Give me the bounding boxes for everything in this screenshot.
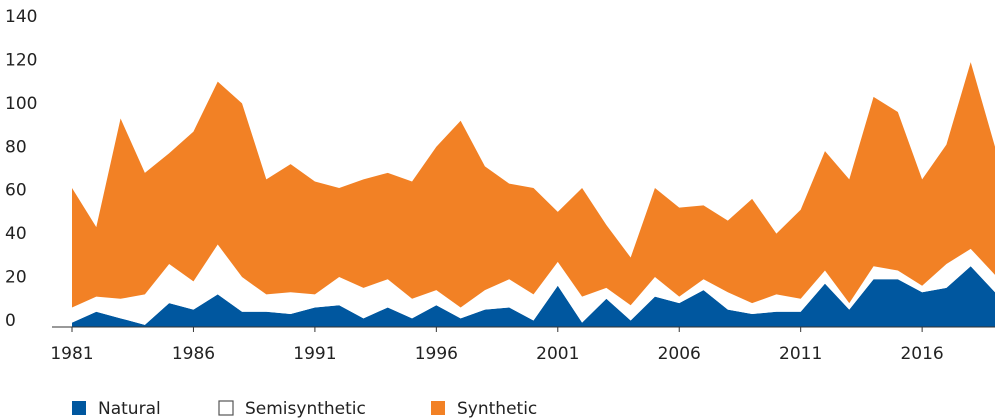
x-tick-label: 2016 — [900, 344, 943, 364]
y-tick-label: 120 — [5, 50, 37, 70]
legend-label: Synthetic — [457, 399, 537, 419]
x-tick-label: 1991 — [293, 344, 336, 364]
y-tick-label: 0 — [5, 311, 16, 331]
area — [72, 244, 995, 325]
y-tick-label: 80 — [5, 137, 27, 157]
legend-label: Semisynthetic — [245, 399, 366, 419]
y-tick-label: 100 — [5, 94, 37, 114]
x-tick-label: 2001 — [536, 344, 579, 364]
x-tick-label: 2006 — [658, 344, 701, 364]
area — [72, 62, 995, 308]
x-tick-label: 1981 — [50, 344, 93, 364]
legend-swatch — [431, 401, 445, 415]
y-tick-label: 140 — [5, 7, 37, 27]
x-tick-label: 1986 — [172, 344, 215, 364]
legend-swatch — [218, 400, 234, 416]
legend-label: Natural — [98, 399, 161, 419]
y-tick-label: 60 — [5, 181, 27, 201]
y-tick-label: 20 — [5, 268, 27, 288]
x-tick-label: 1996 — [415, 344, 458, 364]
y-tick-label: 40 — [5, 224, 27, 244]
x-tick-label: 2011 — [779, 344, 822, 364]
legend-swatch — [72, 401, 86, 415]
area — [72, 266, 995, 327]
